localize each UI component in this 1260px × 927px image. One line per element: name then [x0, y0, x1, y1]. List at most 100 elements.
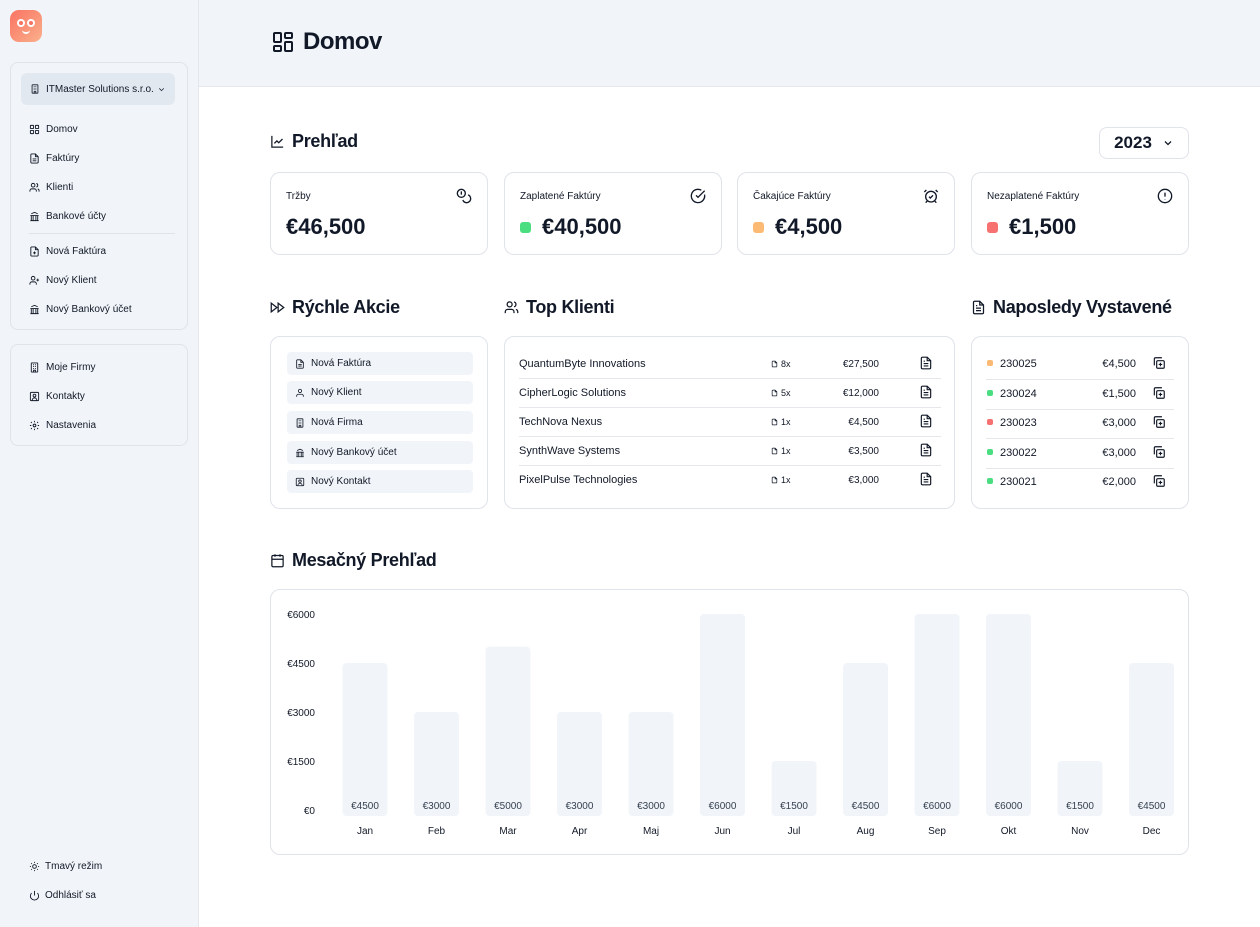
x-tick-label: Jan — [357, 826, 373, 837]
logout-button[interactable]: Odhlásiť sa — [29, 885, 96, 905]
status-dot — [987, 360, 993, 366]
copy-icon[interactable] — [1152, 474, 1166, 488]
x-tick-label: Mar — [499, 826, 517, 837]
status-dot — [987, 448, 993, 455]
bar-value-label: €4500 — [852, 801, 880, 812]
invoice-amount: €2,000 — [1102, 476, 1136, 488]
quick-action-novy-bankovy-ucet[interactable]: Nový Bankový účet — [287, 441, 473, 464]
client-name: SynthWave Systems — [519, 445, 621, 457]
recent-invoice-row[interactable]: 230023 €3,000 — [986, 409, 1174, 439]
sidebar-item-faktury[interactable]: Faktúry — [29, 148, 79, 168]
chart-bar[interactable] — [700, 614, 745, 816]
stat-label: Zaplatené Faktúry — [520, 191, 601, 202]
chart-bar[interactable] — [771, 761, 817, 816]
year-select[interactable]: 2023 — [1099, 127, 1189, 159]
x-tick-label: Nov — [1071, 826, 1089, 837]
invoice-amount: €3,000 — [1102, 417, 1136, 429]
dark-mode-toggle[interactable]: Tmavý režim — [29, 856, 102, 876]
bar-value-label: €1500 — [1066, 801, 1094, 812]
bar-value-label: €3000 — [637, 801, 665, 812]
stat-label: Tržby — [286, 191, 311, 202]
copy-icon[interactable] — [1152, 415, 1166, 429]
chart-bar[interactable] — [557, 712, 602, 816]
document-icon[interactable] — [919, 443, 933, 457]
x-tick-label: Dec — [1143, 826, 1161, 837]
top-client-row[interactable]: SynthWave Systems 1x €3,500 — [519, 437, 941, 466]
quick-action-nova-firma[interactable]: Nová Firma — [287, 411, 473, 434]
bar-value-label: €5000 — [494, 801, 522, 812]
top-client-row[interactable]: PixelPulse Technologies 1x €3,000 — [519, 466, 941, 495]
sidebar-item-novy-bankovy-ucet[interactable]: Nový Bankový účet — [29, 299, 132, 319]
chart-line-icon — [271, 135, 284, 148]
client-name: QuantumByte Innovations — [519, 358, 646, 370]
company-switcher[interactable]: ITMaster Solutions s.r.o. — [21, 73, 175, 105]
chevron-down-icon — [1164, 141, 1172, 146]
x-tick-label: Apr — [572, 826, 588, 837]
stat-card-cakajuce: Čakajúce Faktúry €4,500 — [737, 172, 955, 255]
document-icon[interactable] — [919, 472, 933, 486]
stat-value: €1,500 — [987, 214, 1076, 240]
gear-icon — [29, 420, 40, 430]
bank-icon — [30, 304, 39, 314]
sidebar-item-nastavenia[interactable]: Nastavenia — [29, 415, 96, 435]
recent-invoices-card: 230025 €4,500 230024 €1,500 230023 €3,000 2300… — [971, 336, 1189, 509]
file-icon — [771, 447, 778, 455]
quick-actions-title-text: Rýchle Akcie — [292, 297, 400, 317]
sidebar-item-moje-firmy[interactable]: Moje Firmy — [29, 357, 95, 377]
bar-value-label: €6000 — [995, 801, 1023, 812]
y-tick-label: €1500 — [287, 757, 315, 768]
file-icon — [771, 476, 778, 484]
copy-icon[interactable] — [1152, 356, 1166, 370]
document-icon[interactable] — [919, 414, 933, 428]
invoice-amount: €3,000 — [1102, 446, 1136, 459]
sidebar-item-label: Nová Faktúra — [46, 245, 107, 257]
recent-invoice-row[interactable]: 230021 €2,000 — [986, 468, 1174, 498]
top-client-row[interactable]: QuantumByte Innovations 8x €27,500 — [519, 350, 941, 379]
recent-invoice-row[interactable]: 230025 €4,500 — [986, 350, 1174, 380]
chart-bar[interactable] — [485, 646, 531, 816]
x-tick-label: Jun — [714, 826, 730, 837]
document-icon[interactable] — [919, 385, 933, 399]
recent-invoice-row[interactable]: 230024 €1,500 — [986, 380, 1174, 410]
top-client-row[interactable]: CipherLogic Solutions 5x €12,000 — [519, 379, 941, 408]
stat-value: €46,500 — [286, 214, 366, 240]
dark-mode-label: Tmavý režim — [45, 860, 103, 872]
file-icon — [771, 389, 778, 397]
recent-invoice-row[interactable]: 230022 €3,000 — [986, 439, 1174, 469]
invoice-amount: €4,500 — [1102, 358, 1136, 370]
check-circle-icon — [690, 188, 706, 204]
bar-value-label: €3000 — [566, 801, 594, 812]
quick-action-novy-klient[interactable]: Nový Klient — [287, 381, 473, 404]
monthly-title-text: Mesačný Prehľad — [292, 550, 437, 570]
copy-icon[interactable] — [1152, 386, 1166, 400]
sidebar-item-novy-klient[interactable]: Nový Klient — [29, 270, 97, 290]
sidebar-item-kontakty[interactable]: Kontakty — [29, 386, 85, 406]
chart-bar[interactable] — [342, 663, 388, 816]
chart-bar[interactable] — [414, 712, 459, 816]
invoice-count-text: 5x — [781, 388, 791, 398]
y-tick-label: €0 — [304, 806, 316, 817]
sidebar-item-domov[interactable]: Domov — [29, 119, 78, 139]
quick-action-novy-kontakt[interactable]: Nový Kontakt — [287, 470, 473, 493]
chart-bar[interactable] — [1057, 761, 1103, 816]
sidebar-item-klienti[interactable]: Klienti — [29, 177, 73, 197]
sidebar-item-nova-faktura[interactable]: Nová Faktúra — [29, 241, 106, 261]
invoice-number: 230021 — [1000, 476, 1037, 488]
chart-bar[interactable] — [843, 663, 888, 816]
chart-bar[interactable] — [628, 712, 674, 816]
sidebar-item-bankove-ucty[interactable]: Bankové účty — [29, 206, 106, 226]
copy-icon[interactable] — [1152, 445, 1166, 459]
chart-bar[interactable] — [914, 614, 960, 816]
company-name: ITMaster Solutions s.r.o. — [46, 83, 154, 95]
building-icon — [296, 417, 304, 428]
stat-value-text: €40,500 — [542, 214, 622, 239]
chart-bar[interactable] — [986, 614, 1031, 816]
document-icon[interactable] — [919, 356, 933, 370]
quick-action-nova-faktura[interactable]: Nová Faktúra — [287, 352, 473, 375]
bar-value-label: €6000 — [709, 801, 737, 812]
app-logo[interactable] — [10, 10, 42, 42]
top-client-row[interactable]: TechNova Nexus 1x €4,500 — [519, 408, 941, 437]
sidebar-divider — [29, 233, 175, 234]
bar-value-label: €4500 — [351, 801, 379, 812]
chart-bar[interactable] — [1129, 663, 1174, 816]
